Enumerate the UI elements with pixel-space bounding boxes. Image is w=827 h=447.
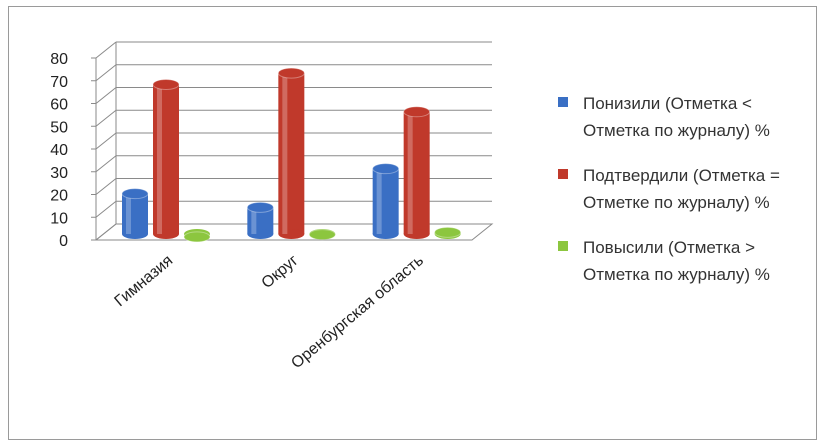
y-tick-label: 40	[50, 142, 68, 159]
legend-swatch-confirmed	[558, 169, 568, 179]
gridline-depth	[95, 132, 117, 150]
x-category-label: Округ	[259, 252, 302, 292]
bar-top	[403, 106, 431, 118]
y-tick-label: 80	[50, 51, 68, 68]
labels-layer: 0 10 20 30 40 50 60 70 80 Гимназия ОкругОренбургск…	[50, 51, 427, 372]
bars-layer	[121, 67, 462, 243]
legend-item-increased: Повысили (Отметка > Отметка по журналу) …	[555, 234, 817, 288]
legend-label-increased: Повысили (Отметка > Отметка по журналу) …	[583, 238, 770, 284]
y-tick-label: 20	[50, 188, 68, 205]
gridline-depth	[95, 155, 117, 173]
bar-highlight	[282, 73, 288, 234]
legend-item-confirmed: Подтвердили (Отметка = Отметке по журнал…	[555, 162, 817, 216]
bar-top	[372, 163, 400, 175]
bar-body	[403, 111, 430, 234]
gridline-depth	[95, 200, 117, 218]
bar-body	[278, 73, 305, 234]
bar	[308, 229, 336, 241]
bar-base	[122, 229, 148, 239]
floor	[94, 223, 494, 241]
bar-highlight	[251, 207, 257, 234]
x-category-label: Гимназия	[112, 252, 177, 310]
bar-top	[308, 229, 336, 241]
y-tick-label: 0	[59, 233, 68, 250]
axes-layer	[91, 42, 494, 241]
bar-top	[183, 231, 211, 243]
legend-item-decreased: Понизили (Отметка < Отметка по журналу) …	[555, 90, 817, 144]
legend-label-decreased: Понизили (Отметка < Отметка по журналу) …	[583, 94, 770, 140]
y-tick-label: 60	[50, 97, 68, 114]
gridline-depth	[95, 109, 117, 127]
y-tick-label: 50	[50, 119, 68, 136]
bar	[246, 201, 274, 239]
gridline-depth	[95, 87, 117, 104]
bar-base	[372, 229, 399, 239]
bar	[372, 163, 400, 239]
bar-base	[278, 229, 305, 239]
bar-top	[246, 201, 274, 213]
legend-swatch-decreased	[558, 97, 568, 107]
legend-swatch-increased	[558, 241, 568, 251]
bar-top	[152, 78, 180, 90]
bar-top	[277, 67, 305, 79]
bar	[277, 67, 305, 239]
bar-top	[434, 226, 462, 238]
bar-highlight	[376, 168, 382, 234]
bar-body	[372, 168, 399, 234]
y-tick-label: 10	[50, 210, 68, 227]
bar-base	[247, 229, 274, 239]
bar	[403, 106, 431, 239]
x-category-label: Оренбургская область	[288, 252, 427, 372]
bar	[152, 78, 180, 239]
bar-highlight	[157, 84, 162, 234]
bar	[434, 226, 462, 239]
bar	[183, 229, 211, 243]
legend: Понизили (Отметка < Отметка по журналу) …	[555, 90, 817, 306]
y-tick-label: 30	[50, 165, 68, 182]
bar-top	[121, 188, 149, 200]
gridline-depth	[95, 178, 117, 195]
bar-base	[153, 229, 179, 239]
y-tick-label: 70	[50, 74, 68, 91]
bar-body	[153, 84, 179, 234]
legend-label-confirmed: Подтвердили (Отметка = Отметке по журнал…	[583, 166, 780, 212]
bar	[121, 188, 149, 239]
bar-base	[403, 229, 430, 239]
bar-body	[122, 193, 148, 234]
gridline-depth	[95, 64, 117, 82]
bar-highlight	[407, 111, 413, 234]
gridline-depth	[95, 41, 117, 59]
bar-highlight	[126, 193, 131, 234]
